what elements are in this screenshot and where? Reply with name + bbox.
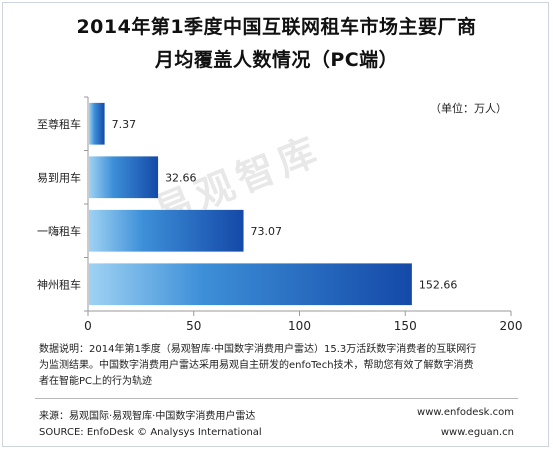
bar xyxy=(89,263,412,306)
chart-title-line2: 月均覆盖人数情况（PC端） xyxy=(154,49,399,71)
bar xyxy=(89,156,159,199)
source-en: SOURCE: EnfoDesk © Analysys Internationa… xyxy=(39,427,262,438)
data-label: 73.07 xyxy=(251,225,282,238)
chart-title-line1: 2014年第1季度中国互联网租车市场主要厂商 xyxy=(76,16,477,38)
source-cn: 来源：易观国际·易观智库·中国数字消费用户雷达 xyxy=(39,411,256,422)
unit-label: （单位：万人） xyxy=(430,102,507,115)
bar xyxy=(89,102,105,145)
source-url-eguan: www.eguan.cn xyxy=(440,427,514,438)
category-label: 一嗨租车 xyxy=(37,224,81,238)
x-tick-label: 200 xyxy=(500,319,523,333)
x-tick-label: 100 xyxy=(288,319,311,333)
data-label: 32.66 xyxy=(165,171,197,184)
data-note-line1: 数据说明：2014年第1季度（易观智库·中国数字消费用户雷达）15.3万活跃数字… xyxy=(39,344,477,355)
x-tick-label: 50 xyxy=(186,319,201,333)
category-label: 至尊租车 xyxy=(37,117,81,131)
chart-frame xyxy=(2,2,549,447)
data-note-line2: 为监测结果。中国数字消费用户雷达采用易观自主研发的enfoTech技术，帮助您有… xyxy=(39,360,474,371)
category-label: 神州租车 xyxy=(37,277,81,291)
data-label: 152.66 xyxy=(419,278,458,291)
footer-divider xyxy=(35,398,518,399)
data-note-line3: 者在智能PC上的行为轨迹 xyxy=(39,376,153,387)
data-label: 7.37 xyxy=(112,118,137,131)
bar xyxy=(89,209,244,252)
category-label: 易到用车 xyxy=(37,170,81,184)
data-note: 数据说明：2014年第1季度（易观智库·中国数字消费用户雷达）15.3万活跃数字… xyxy=(39,342,519,390)
x-tick-label: 150 xyxy=(394,319,417,333)
source-url-enfodesk: www.enfodesk.com xyxy=(417,407,514,418)
x-tick-label: 0 xyxy=(84,319,92,333)
